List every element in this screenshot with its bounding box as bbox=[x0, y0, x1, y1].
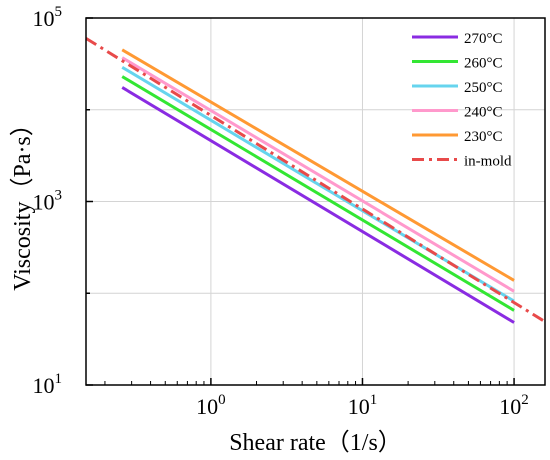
x-tick-label: 100 bbox=[196, 392, 226, 419]
tick-labels: 100 101 102 101 103 105 bbox=[33, 4, 529, 419]
series-line-230c bbox=[121, 48, 515, 282]
legend-label: 260°C bbox=[464, 56, 503, 72]
x-tick-label: 102 bbox=[499, 392, 529, 419]
series-line-inmold bbox=[85, 37, 546, 323]
grid-lines bbox=[86, 18, 545, 385]
series-line-270c bbox=[121, 86, 515, 324]
x-tick-label: 101 bbox=[348, 392, 378, 419]
series-line-260c bbox=[121, 75, 515, 312]
legend-label: 250°C bbox=[464, 80, 503, 96]
series-lines bbox=[85, 37, 546, 324]
series-line-240c bbox=[121, 56, 515, 293]
legend: 270°C 260°C 250°C 240°C 230°C in-mold bbox=[412, 31, 512, 170]
tick-marks bbox=[86, 17, 515, 386]
y-tick-label: 105 bbox=[33, 4, 63, 31]
legend-label: 240°C bbox=[464, 105, 503, 121]
y-axis-title: Viscosity（Pa·s） bbox=[10, 112, 36, 291]
legend-label: 230°C bbox=[464, 129, 503, 145]
x-axis-title: Shear rate（1/s） bbox=[229, 430, 402, 456]
y-tick-label: 101 bbox=[33, 371, 63, 398]
legend-label: 270°C bbox=[464, 31, 503, 47]
y-tick-label: 103 bbox=[33, 188, 63, 215]
legend-label: in-mold bbox=[464, 154, 512, 170]
